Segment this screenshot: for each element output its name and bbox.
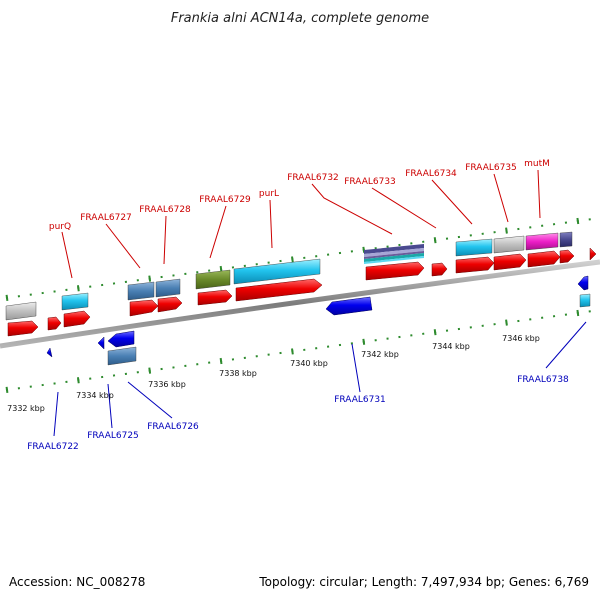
kbp-label-7340: 7340 kbp (290, 359, 328, 368)
kbp-label-7334: 7334 kbp (76, 391, 114, 400)
gene-arrow-FRAAL6731[interactable] (325, 296, 373, 316)
kbp-label-7332: 7332 kbp (7, 404, 45, 413)
gene-arrow-mutM[interactable] (527, 250, 561, 268)
feature-bar-FRAAL6727[interactable] (127, 281, 155, 301)
gene-label-FRAAL6726[interactable]: FRAAL6726 (147, 422, 199, 432)
kbp-label-7338: 7338 kbp (219, 369, 257, 378)
leader-FRAAL6735 (493, 173, 509, 223)
feature-bar-mutM[interactable] (525, 232, 559, 251)
leader-FRAAL6727 (105, 223, 141, 269)
map-title: Frankia alni ACN14a, complete genome (171, 11, 429, 26)
feature-bar-grey-left[interactable] (5, 301, 37, 321)
leader-FRAAL6732 (311, 183, 393, 235)
feature-bar-cyan-purQ[interactable] (61, 292, 89, 311)
leader-purL (269, 199, 273, 249)
gene-label-FRAAL6732[interactable]: FRAAL6732 (287, 173, 339, 183)
gene-label-FRAAL6729[interactable]: FRAAL6729 (199, 195, 251, 205)
reverse-gene-labels: FRAAL6722 FRAAL6725 FRAAL6726 FRAAL6731 … (27, 375, 569, 452)
gene-arrow-FRAAL6727[interactable] (129, 299, 159, 317)
feature-bar-FRAAL6726[interactable] (107, 346, 137, 366)
leader-FRAAL6729 (209, 205, 227, 259)
stack-band-cyan (364, 256, 424, 264)
gene-label-FRAAL6728[interactable]: FRAAL6728 (139, 205, 191, 215)
feature-bar-FRAAL6729[interactable] (195, 269, 231, 290)
gene-arrow-FRAAL6722[interactable] (46, 347, 53, 358)
gene-label-FRAAL6738[interactable]: FRAAL6738 (517, 375, 569, 385)
gene-arrow-FRAAL6732[interactable] (365, 261, 425, 281)
kbp-label-7342: 7342 kbp (361, 350, 399, 359)
leader-FRAAL6726 (127, 381, 173, 419)
gene-label-mutM[interactable]: mutM (524, 159, 550, 169)
genome-summary-text: Topology: circular; Length: 7,497,934 bp… (258, 575, 589, 589)
reverse-leader-lines (53, 321, 587, 437)
kbp-label-7346: 7346 kbp (502, 334, 540, 343)
leader-FRAAL6722 (53, 391, 59, 437)
leader-FRAAL6734 (431, 179, 473, 225)
reverse-ruler-ticks (5, 307, 600, 393)
gene-arrow-small[interactable] (47, 316, 62, 331)
gene-arrow-edge[interactable] (589, 247, 597, 261)
leader-purQ (61, 231, 73, 279)
gene-label-FRAAL6725[interactable]: FRAAL6725 (87, 431, 139, 441)
gene-arrow-FRAAL6733[interactable] (431, 262, 448, 277)
gene-arrow-purQ-left[interactable] (7, 320, 39, 337)
gene-label-FRAAL6727[interactable]: FRAAL6727 (80, 213, 132, 223)
forward-gene-arrows (7, 247, 597, 337)
gene-label-purL[interactable]: purL (259, 189, 279, 199)
feature-bar-FRAAL6735[interactable] (493, 235, 525, 254)
stack-band-teal (364, 253, 424, 262)
stack-band-lavender (364, 248, 424, 257)
leader-mutM (537, 169, 541, 219)
leader-FRAAL6725 (107, 383, 113, 429)
genome-backbone (0, 259, 600, 349)
gene-arrow-FRAAL6725[interactable] (97, 336, 105, 350)
stack-band-purple (364, 251, 424, 259)
feature-stack-FRAAL6732[interactable] (364, 244, 424, 264)
leader-FRAAL6731 (351, 343, 361, 393)
forward-feature-bars (5, 231, 573, 321)
forward-leader-lines (61, 169, 541, 279)
gene-arrow-FRAAL6734[interactable] (455, 256, 495, 274)
gene-arrow-purL[interactable] (235, 278, 323, 302)
gene-arrow-mutM-right[interactable] (559, 249, 575, 264)
gene-arrow-FRAAL6728[interactable] (157, 296, 183, 313)
leader-FRAAL6733 (371, 187, 437, 229)
stack-band-navy (364, 244, 424, 254)
leader-FRAAL6728 (163, 215, 167, 265)
gene-arrow-FRAAL6738[interactable] (577, 275, 589, 291)
reverse-scale-ruler (5, 307, 600, 393)
forward-gene-labels: purQ FRAAL6727 FRAAL6728 FRAAL6729 purL … (49, 159, 550, 232)
feature-bar-FRAAL6728[interactable] (155, 278, 181, 298)
gene-label-FRAAL6722[interactable]: FRAAL6722 (27, 442, 79, 452)
kbp-label-7344: 7344 kbp (432, 342, 470, 351)
kbp-label-7336: 7336 kbp (148, 380, 186, 389)
gene-label-FRAAL6733[interactable]: FRAAL6733 (344, 177, 396, 187)
gene-arrow-FRAAL6729[interactable] (197, 289, 233, 306)
gene-arrow-purQ[interactable] (63, 310, 91, 328)
accession-text: Accession: NC_008278 (9, 575, 145, 589)
feature-bar-FRAAL6734[interactable] (455, 238, 493, 257)
gene-label-FRAAL6731[interactable]: FRAAL6731 (334, 395, 386, 405)
feature-bar-FRAAL6738[interactable] (579, 293, 591, 308)
gene-label-purQ[interactable]: purQ (49, 222, 71, 232)
leader-FRAAL6738 (545, 321, 587, 369)
feature-bar-purL[interactable] (233, 258, 321, 285)
gene-label-FRAAL6735[interactable]: FRAAL6735 (465, 163, 517, 173)
feature-bar-mutM-right[interactable] (559, 231, 573, 248)
gene-arrow-FRAAL6735[interactable] (493, 253, 527, 271)
kbp-scale-labels: 7332 kbp 7334 kbp 7336 kbp 7338 kbp 7340… (7, 334, 540, 413)
gene-arrow-FRAAL6726[interactable] (107, 330, 135, 348)
gene-label-FRAAL6734[interactable]: FRAAL6734 (405, 169, 457, 179)
reverse-gene-arrows (46, 275, 589, 358)
reverse-feature-bars (107, 293, 591, 366)
